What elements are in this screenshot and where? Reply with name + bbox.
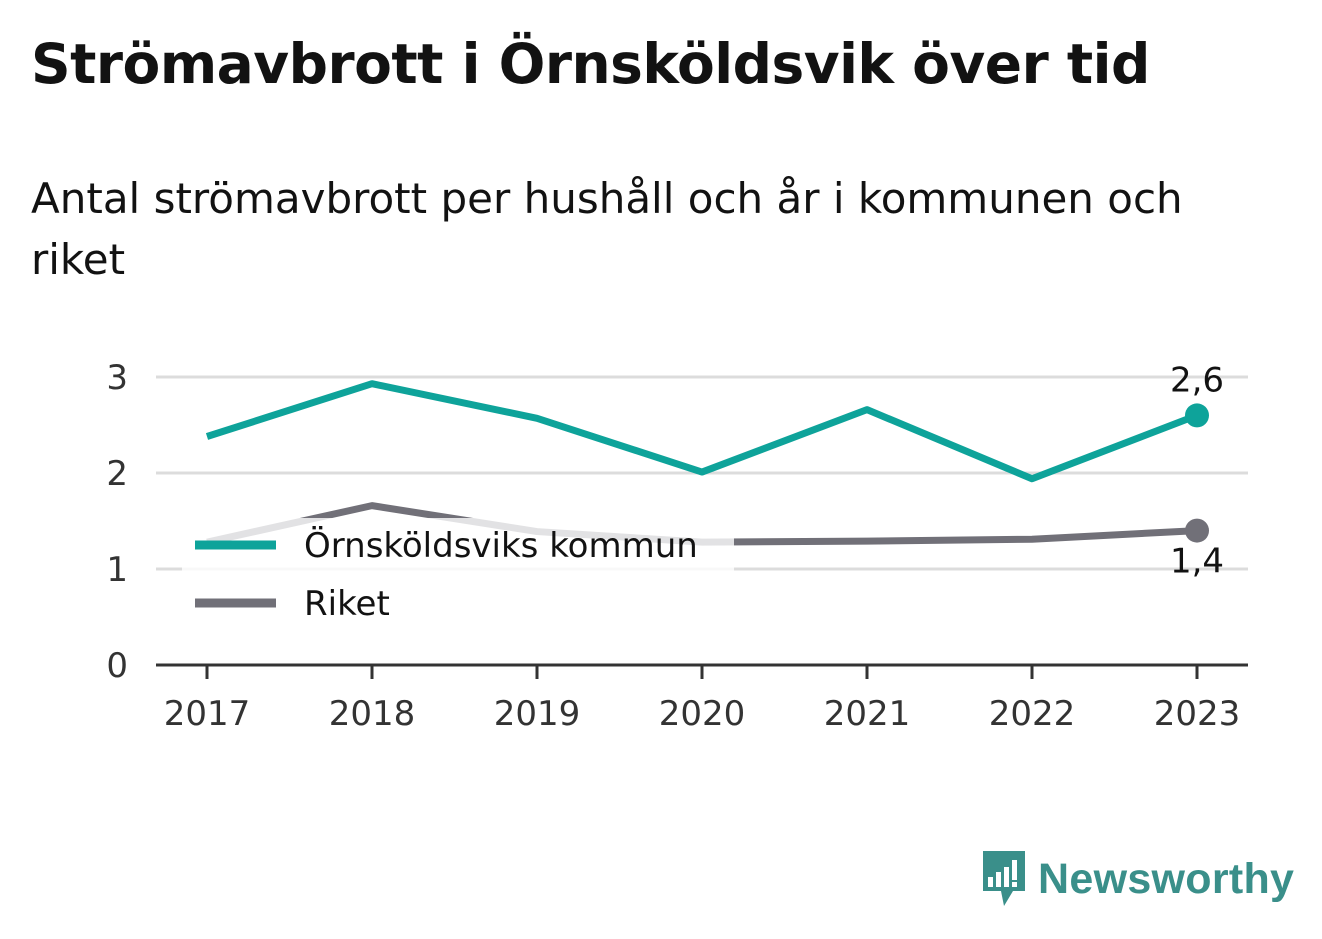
series-end-point [1185,403,1209,428]
legend-label: Örnsköldsviks kommun [304,525,698,566]
end-value-label: 2,6 [1170,360,1224,400]
y-tick-label: 0 [106,646,128,686]
x-tick-label: 2019 [494,694,581,734]
brand-name: Newsworthy [1038,854,1295,903]
x-tick-label: 2018 [329,694,416,734]
end-labels: 2,6 1,4 [1170,360,1224,581]
y-tick-label: 3 [106,358,128,398]
series-line-kommun [205,380,1199,483]
y-axis-ticks: 0 1 2 3 [106,358,128,686]
newsworthy-logo: Newsworthy [980,848,1294,910]
chart-subtitle: Antal strömavbrott per hushåll och år i … [31,174,1183,284]
x-tick-label: 2022 [989,694,1076,734]
bar-chart-logo-icon [983,851,1025,906]
end-value-label: 1,4 [1170,542,1224,582]
chart-title: Strömavbrott i Örnsköldsvik över tid [31,32,1150,96]
legend-label: Riket [304,584,390,624]
y-tick-label: 2 [106,454,128,494]
x-tick-label: 2017 [164,694,251,734]
y-tick-label: 1 [106,550,128,590]
legend: Örnsköldsviks kommun Riket [182,518,734,630]
x-axis: 2017 2018 2019 2020 2021 2022 2023 [156,663,1248,734]
x-tick-label: 2023 [1154,694,1241,734]
x-tick-label: 2020 [659,694,746,734]
series-end-point [1185,518,1209,543]
x-tick-label: 2021 [824,694,911,734]
